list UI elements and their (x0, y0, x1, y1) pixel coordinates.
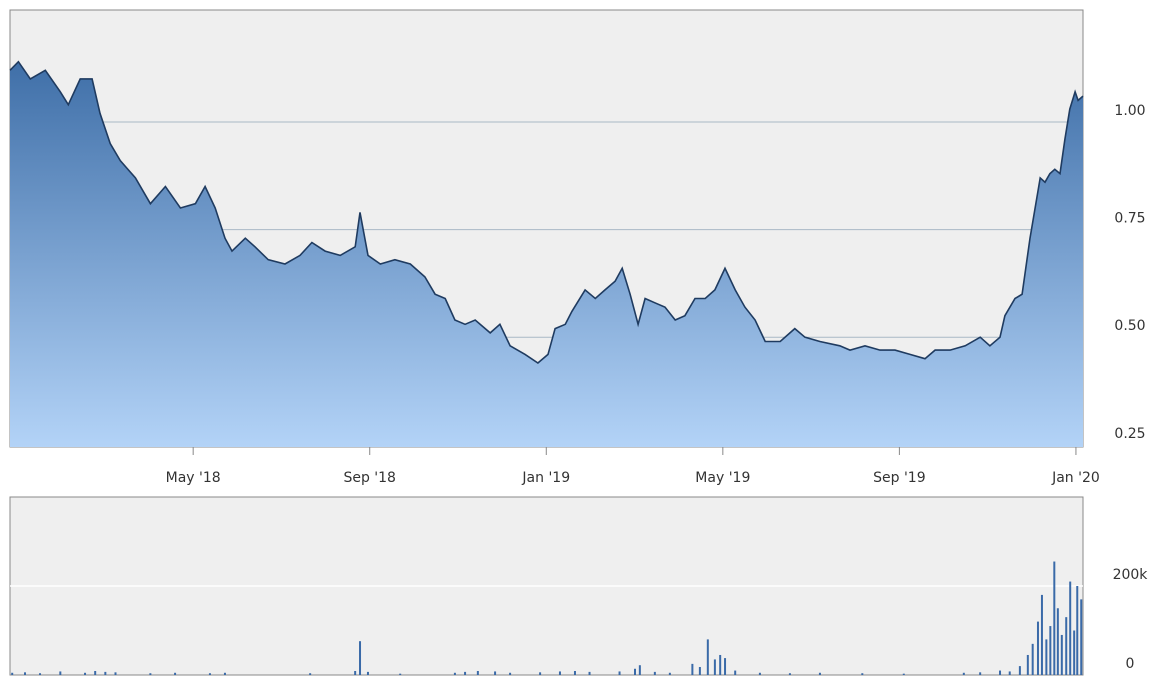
volume-bar (698, 666, 701, 675)
volume-bar (223, 672, 226, 675)
volume-bar (84, 672, 87, 675)
y-tick-label: 200k (1113, 567, 1149, 583)
volume-bar (861, 673, 864, 675)
volume-bar (962, 672, 965, 675)
x-tick-label: Sep '19 (873, 470, 926, 486)
volume-bar (24, 672, 27, 675)
volume-bar (902, 673, 905, 675)
volume-bar (1073, 630, 1076, 675)
volume-bar (758, 672, 761, 675)
x-tick-label: Jan '19 (521, 470, 570, 486)
volume-bar (706, 639, 709, 675)
volume-bar (208, 673, 211, 675)
y-tick-label: 0.50 (1114, 318, 1145, 334)
volume-bar (354, 670, 357, 675)
volume-bar (1065, 617, 1068, 675)
volume-bar (476, 670, 479, 675)
x-tick-label: May '18 (166, 470, 221, 486)
volume-bar (1045, 639, 1048, 675)
volume-bar (1026, 654, 1029, 675)
volume-bar (453, 672, 456, 675)
volume-bar (653, 671, 656, 675)
volume-bar (1056, 608, 1059, 675)
volume-bar (1069, 581, 1072, 675)
volume-bar (539, 672, 542, 675)
volume-bar (149, 673, 152, 675)
y-tick-label: 0 (1126, 656, 1135, 672)
volume-bar (979, 672, 982, 675)
volume-bar (1053, 561, 1056, 675)
volume-bar (573, 670, 576, 675)
volume-bar (11, 672, 14, 675)
volume-bar (713, 659, 716, 675)
volume-bar (1040, 594, 1043, 675)
volume-bar (359, 641, 362, 675)
y-tick-label: 0.25 (1114, 426, 1145, 442)
volume-bar (399, 673, 402, 675)
volume-bar (309, 673, 312, 675)
volume-bar (1036, 621, 1039, 675)
volume-bar (39, 673, 42, 675)
volume-bar (464, 671, 467, 675)
volume-bar (1060, 634, 1063, 675)
x-tick-label: Sep '18 (343, 470, 396, 486)
volume-bar (668, 672, 671, 675)
volume-bar (638, 665, 641, 675)
volume-bar (724, 658, 727, 675)
volume-bar (1031, 643, 1034, 675)
volume-bar (1008, 671, 1011, 675)
volume-bar (1049, 626, 1052, 675)
price-area (10, 61, 1083, 447)
volume-bar (618, 671, 621, 675)
volume-bar (509, 672, 512, 675)
volume-bar (104, 671, 107, 675)
volume-bar (1018, 666, 1021, 675)
y-tick-label: 0.75 (1114, 211, 1145, 227)
volume-bar (1076, 586, 1079, 675)
volume-bar (494, 671, 497, 675)
volume-bar (94, 670, 97, 675)
volume-bar (588, 671, 591, 675)
volume-bar (1080, 599, 1083, 675)
volume-bar (114, 672, 117, 675)
volume-bar (174, 672, 177, 675)
volume-bar (691, 663, 694, 675)
volume-bar (366, 671, 369, 675)
volume-bar (818, 672, 821, 675)
price-line (9, 60, 1084, 365)
volume-bar (788, 673, 791, 675)
volume-bar (59, 671, 62, 675)
x-tick-label: Jan '20 (1051, 470, 1100, 486)
x-tick-label: May '19 (695, 470, 750, 486)
volume-bar (999, 670, 1002, 675)
volume-bar (633, 668, 636, 675)
volume-bar (558, 671, 561, 675)
volume-bar (734, 670, 737, 675)
volume-bar (719, 654, 722, 675)
y-tick-label: 1.00 (1114, 103, 1145, 119)
